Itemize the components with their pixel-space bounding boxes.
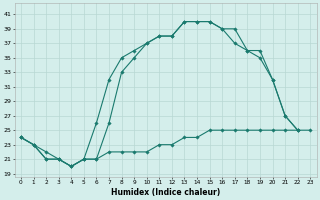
X-axis label: Humidex (Indice chaleur): Humidex (Indice chaleur): [111, 188, 220, 197]
